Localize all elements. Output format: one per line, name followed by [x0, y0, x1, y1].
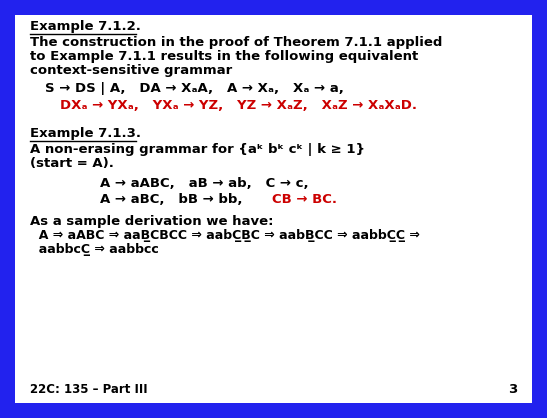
Text: to Example 7.1.1 results in the following equivalent: to Example 7.1.1 results in the followin… [30, 50, 418, 63]
Text: The construction in the proof of Theorem 7.1.1 applied: The construction in the proof of Theorem… [30, 36, 443, 49]
Text: S → DS | A,   DA → XₐA,   A → Xₐ,   Xₐ → a,: S → DS | A, DA → XₐA, A → Xₐ, Xₐ → a, [45, 82, 344, 95]
Text: A → aBC,   bB → bb,: A → aBC, bB → bb, [100, 193, 257, 206]
Text: (start = A).: (start = A). [30, 157, 114, 170]
Text: A non-erasing grammar for {aᵏ bᵏ cᵏ | k ≥ 1}: A non-erasing grammar for {aᵏ bᵏ cᵏ | k … [30, 143, 365, 156]
Text: 3: 3 [508, 383, 517, 396]
Text: As a sample derivation we have:: As a sample derivation we have: [30, 215, 274, 228]
Text: 22C: 135 – Part III: 22C: 135 – Part III [30, 383, 148, 396]
Text: Example 7.1.3.: Example 7.1.3. [30, 127, 141, 140]
Text: A → aABC,   aB → ab,   C → c,: A → aABC, aB → ab, C → c, [100, 177, 309, 190]
FancyBboxPatch shape [15, 15, 532, 403]
Text: aabbcC̲ ⇒ aabbcc: aabbcC̲ ⇒ aabbcc [30, 243, 159, 256]
Text: A ⇒ aABC ⇒ aaB̲CBCC ⇒ aabC̲B̲C ⇒ aabB̲CC ⇒ aabbC̲C̲ ⇒: A ⇒ aABC ⇒ aaB̲CBCC ⇒ aabC̲B̲C ⇒ aabB̲CC… [30, 229, 420, 242]
Text: CB → BC.: CB → BC. [272, 193, 337, 206]
Text: Example 7.1.2.: Example 7.1.2. [30, 20, 141, 33]
Text: DXₐ → YXₐ,   YXₐ → YZ,   YZ → XₐZ,   XₐZ → XₐXₐD.: DXₐ → YXₐ, YXₐ → YZ, YZ → XₐZ, XₐZ → XₐX… [60, 99, 417, 112]
Text: context-sensitive grammar: context-sensitive grammar [30, 64, 232, 77]
